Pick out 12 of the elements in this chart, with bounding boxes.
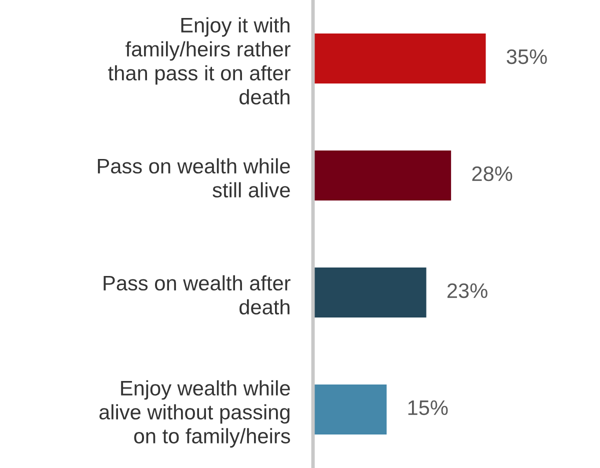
bar <box>313 149 452 202</box>
y-tick-label: Enjoy wealth while alive without passing on to family/heirs <box>99 380 290 448</box>
data-label: 23% <box>447 283 488 298</box>
bar <box>313 383 388 436</box>
data-label: 15% <box>408 400 448 416</box>
data-label: 35% <box>506 49 547 64</box>
y-tick-label: Enjoy it with family/heirs rather than pass it on after death <box>108 17 290 104</box>
y-tick-label: Pass on wealth while still alive <box>98 158 290 198</box>
data-label: 28% <box>472 166 512 182</box>
bar <box>313 266 428 319</box>
y-tick-label: Pass on wealth after death <box>104 275 290 314</box>
bar <box>313 32 488 85</box>
